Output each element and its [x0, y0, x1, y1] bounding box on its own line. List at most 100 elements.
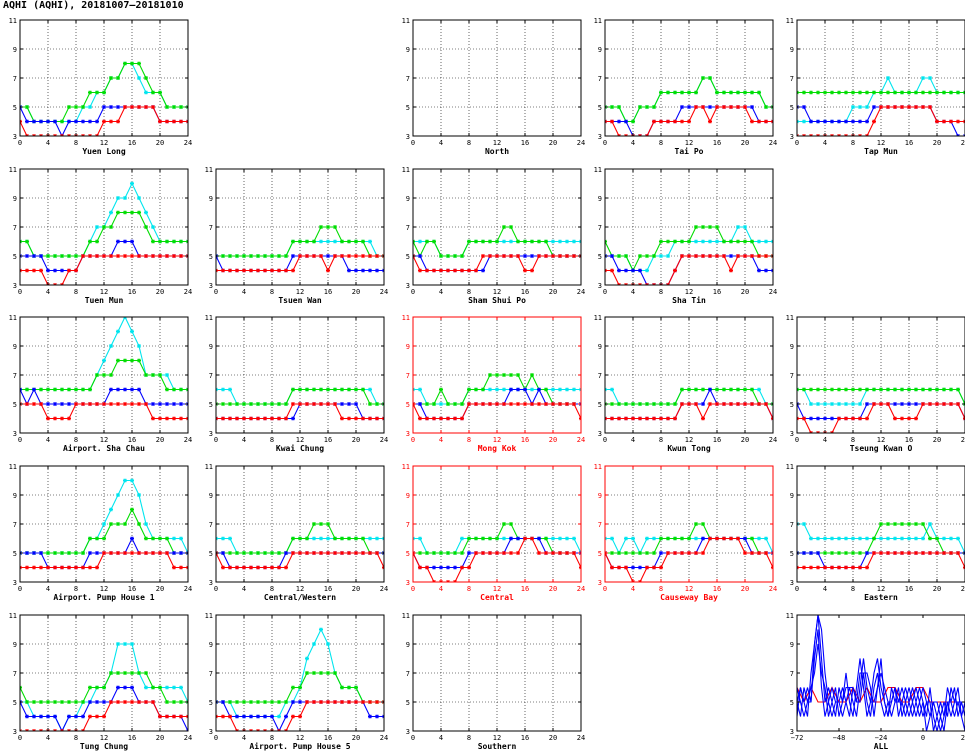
data-point-green	[701, 522, 705, 526]
x-tick-label: 20	[156, 585, 164, 593]
data-point-red	[109, 119, 113, 124]
data-point-red	[347, 254, 351, 258]
data-point-green	[666, 90, 670, 95]
data-point-blue	[823, 416, 827, 421]
data-point-green	[446, 402, 450, 406]
data-point-blue	[46, 714, 50, 719]
data-point-green	[347, 387, 351, 392]
data-point-cyan	[333, 239, 337, 244]
data-point-cyan	[558, 239, 562, 244]
data-point-red	[928, 105, 932, 109]
x-tick-label: 12	[685, 436, 693, 444]
y-tick-label: 11	[205, 314, 213, 322]
panel-title: Tai Po	[675, 146, 704, 156]
data-point-blue	[837, 119, 841, 124]
data-point-red	[221, 714, 225, 719]
data-point-blue	[509, 536, 513, 541]
data-point-red	[130, 551, 134, 555]
data-point-red	[879, 551, 883, 555]
data-point-green	[81, 387, 85, 392]
data-point-cyan	[95, 225, 99, 229]
panel-title: Airport. Pump House 1	[53, 592, 154, 602]
data-point-cyan	[102, 522, 106, 526]
x-tick-label: 24	[380, 436, 388, 444]
data-point-blue	[130, 536, 134, 541]
data-point-cyan	[802, 522, 806, 526]
data-point-blue	[375, 714, 379, 719]
data-point-green	[645, 254, 649, 258]
data-point-red	[687, 119, 691, 124]
data-point-green	[256, 402, 260, 406]
y-tick-label: 3	[209, 430, 213, 438]
data-point-blue	[900, 402, 904, 406]
data-point-green	[144, 671, 148, 675]
y-tick-label: 11	[9, 166, 17, 174]
data-point-green	[928, 90, 932, 95]
data-point-green	[638, 105, 642, 109]
x-tick-label: 4	[242, 436, 246, 444]
data-point-green	[701, 76, 705, 80]
data-point-cyan	[179, 685, 183, 690]
data-point-blue	[453, 565, 457, 570]
data-point-blue	[537, 387, 541, 392]
y-tick-label: 7	[790, 75, 794, 83]
data-point-red	[368, 254, 372, 258]
data-point-red	[453, 416, 457, 421]
data-point-cyan	[858, 105, 862, 109]
data-point-cyan	[277, 714, 281, 719]
data-point-blue	[221, 551, 225, 555]
x-tick-label: 24	[184, 734, 192, 742]
data-point-red	[116, 551, 120, 555]
data-point-red	[743, 105, 747, 109]
x-tick-label: 16	[713, 139, 721, 147]
data-point-cyan	[172, 685, 176, 690]
data-point-red	[736, 402, 740, 406]
data-point-blue	[523, 387, 527, 392]
x-tick-label: 8	[851, 585, 855, 593]
data-point-red	[956, 551, 960, 555]
data-point-red	[137, 402, 141, 406]
y-tick-label: 5	[406, 550, 410, 558]
data-point-green	[816, 387, 820, 392]
data-point-green	[823, 90, 827, 95]
data-point-red	[340, 254, 344, 258]
data-point-red	[530, 268, 534, 273]
data-point-red	[715, 536, 719, 541]
data-point-red	[270, 268, 274, 273]
series-group	[216, 627, 384, 731]
data-point-red	[694, 105, 698, 109]
data-point-red	[39, 565, 43, 570]
data-point-red	[221, 268, 225, 273]
panel-title: Sham Shui Po	[468, 295, 526, 305]
data-point-green	[151, 685, 155, 690]
data-point-green	[516, 373, 520, 377]
data-point-green	[736, 90, 740, 95]
data-point-green	[165, 700, 169, 704]
data-point-red	[750, 119, 754, 124]
x-tick-label: 8	[270, 734, 274, 742]
data-point-green	[680, 239, 684, 244]
data-point-green	[32, 700, 36, 704]
data-point-green	[837, 387, 841, 392]
data-point-cyan	[565, 536, 569, 541]
data-point-green	[249, 254, 253, 258]
data-point-red	[872, 119, 876, 124]
y-tick-label: 5	[13, 550, 17, 558]
x-tick-label: 20	[156, 288, 164, 296]
data-point-green	[88, 90, 92, 95]
data-point-red	[872, 551, 876, 555]
y-tick-label: 7	[598, 521, 602, 529]
data-point-red	[956, 402, 960, 406]
data-point-red	[130, 254, 134, 258]
y-tick-label: 3	[406, 728, 410, 736]
data-point-green	[900, 387, 904, 392]
data-point-green	[914, 387, 918, 392]
data-point-blue	[809, 551, 813, 555]
y-tick-label: 7	[13, 224, 17, 232]
data-point-blue	[95, 700, 99, 704]
data-point-red	[284, 268, 288, 273]
data-point-green	[249, 402, 253, 406]
data-point-blue	[32, 254, 36, 258]
y-tick-label: 3	[598, 133, 602, 141]
data-point-blue	[102, 700, 106, 704]
